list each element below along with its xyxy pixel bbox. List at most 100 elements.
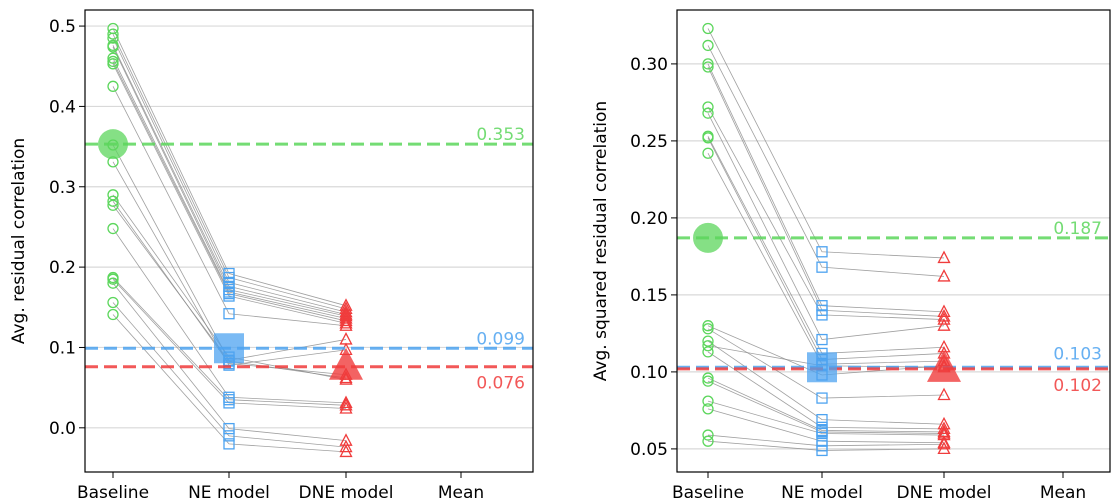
y-tick-label: 0.3: [49, 178, 76, 198]
dne-model-point: [937, 250, 951, 264]
mean-value-label-ne: 0.099: [476, 329, 525, 349]
subject-link-line: [707, 377, 945, 433]
ne-model-point: [223, 397, 235, 409]
subject-link-line: [112, 63, 347, 324]
ne-model-point: [816, 427, 828, 440]
y-tick-label: 0.10: [630, 363, 668, 383]
subject-link-line: [707, 136, 945, 354]
dne-model-point: [937, 312, 951, 325]
mean-value-label-baseline: 0.353: [476, 125, 525, 145]
y-tick-label: 0.05: [630, 440, 668, 460]
y-axis-label: Avg. residual correlation: [9, 138, 29, 344]
dne-model-point: [937, 435, 951, 448]
subject-link-line: [112, 46, 347, 317]
dne-model-point: [339, 395, 353, 409]
dne-model-point: [339, 397, 353, 411]
baseline-point: [702, 395, 714, 407]
subject-link-line: [112, 282, 347, 442]
subject-link-line: [707, 153, 945, 365]
ne-model-mean-marker: [214, 333, 244, 364]
x-tick-label: DNE model: [897, 483, 992, 503]
y-tick-label: 0.4: [49, 97, 76, 117]
baseline-point: [107, 41, 119, 53]
ne-model-point: [223, 438, 235, 450]
subject-link-line: [112, 45, 347, 315]
right-chart-panel: 0.05 0.10 0.15 0.20 0.25 0.30 Baseline NE model…: [591, 9, 1111, 503]
baseline-mean-marker: [98, 129, 128, 160]
subject-link-line: [707, 63, 945, 313]
dne-model-mean-marker: [329, 347, 363, 380]
baseline-point: [107, 195, 119, 207]
plot-frame: [84, 9, 534, 473]
baseline-point: [107, 52, 119, 64]
ne-model-mean-marker: [807, 352, 837, 383]
dne-model-point: [339, 439, 353, 453]
subject-link-line: [112, 302, 347, 448]
baseline-point: [702, 132, 714, 144]
baseline-point: [702, 39, 714, 52]
subject-link-line: [112, 86, 347, 327]
baseline-point: [702, 375, 714, 387]
dne-model-point: [339, 313, 353, 327]
ne-model-point: [816, 333, 828, 346]
ne-model-point: [816, 392, 828, 404]
y-tick-label: 0.25: [630, 132, 668, 152]
baseline-point: [107, 308, 119, 321]
baseline-point: [107, 28, 119, 40]
dne-model-point: [339, 332, 353, 345]
dne-model-point: [937, 421, 951, 435]
plot-frame: [676, 9, 1111, 473]
baseline-point: [702, 340, 714, 352]
x-tick-label: NE model: [188, 483, 270, 503]
subject-link-line: [707, 328, 945, 399]
ne-model-point: [816, 261, 828, 273]
baseline-point: [702, 147, 714, 159]
baseline-point: [702, 107, 714, 119]
baseline-point: [702, 429, 714, 441]
baseline-point: [107, 199, 119, 211]
baseline-mean-marker: [693, 222, 723, 253]
dne-model-point: [937, 441, 951, 455]
x-tick-label: DNE model: [299, 483, 394, 503]
dne-model-point: [339, 444, 353, 458]
baseline-point: [702, 320, 714, 332]
subject-link-line: [707, 400, 945, 436]
y-tick-label: 0.20: [630, 209, 668, 229]
dne-model-mean-marker: [927, 349, 961, 382]
baseline-point: [702, 101, 714, 113]
dne-model-point: [339, 315, 353, 329]
dne-model-point: [937, 304, 951, 317]
dne-model-point: [937, 436, 951, 450]
baseline-point: [107, 32, 119, 44]
subject-link-line: [112, 228, 347, 404]
baseline-point: [702, 346, 714, 358]
dne-model-point: [937, 318, 951, 331]
subject-link-line: [112, 61, 347, 322]
subject-link-line: [707, 45, 945, 277]
baseline-point: [702, 403, 714, 415]
y-tick-label: 0.2: [49, 258, 76, 278]
baseline-point: [107, 277, 119, 289]
ne-model-point: [223, 308, 235, 320]
baseline-point: [107, 296, 119, 309]
baseline-point: [702, 372, 714, 384]
x-tick-label: Mean: [438, 483, 484, 503]
baseline-point: [107, 222, 119, 235]
left-chart-panel: 0.0 0.1 0.2 0.3 0.4 0.5 Baseline NE model DNE mo…: [9, 9, 534, 503]
dne-model-point: [339, 401, 353, 414]
subject-link-line: [112, 314, 347, 453]
baseline-point: [702, 323, 714, 335]
subject-link-line: [112, 28, 347, 307]
baseline-point: [702, 58, 714, 70]
y-tick-label: 0.15: [630, 286, 668, 306]
baseline-point: [702, 435, 714, 447]
dne-model-point: [339, 311, 353, 324]
y-tick-label: 0.5: [49, 17, 76, 37]
subject-link-line: [112, 37, 347, 313]
dne-model-point: [339, 318, 353, 331]
baseline-point: [702, 335, 714, 347]
ne-model-point: [223, 422, 235, 435]
subject-link-line: [707, 66, 945, 317]
x-tick-label: NE model: [781, 483, 863, 503]
